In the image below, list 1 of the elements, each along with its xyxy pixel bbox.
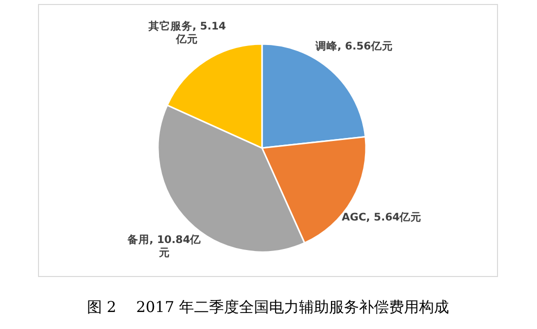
title: 图 2 2017 年二季度全国电力辅助服务补偿费用构成 xyxy=(86,298,450,316)
